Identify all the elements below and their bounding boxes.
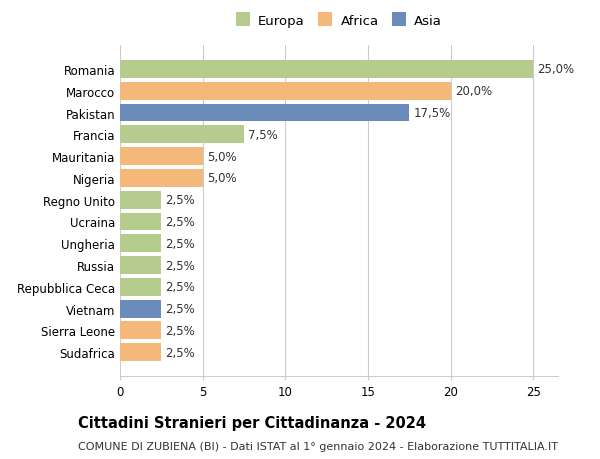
Text: 2,5%: 2,5%	[166, 346, 195, 359]
Bar	[120, 235, 161, 252]
Bar	[120, 191, 161, 209]
Bar	[120, 126, 244, 144]
Bar	[120, 278, 161, 296]
Text: 25,0%: 25,0%	[538, 63, 574, 76]
Text: 5,0%: 5,0%	[207, 172, 236, 185]
Text: 2,5%: 2,5%	[166, 324, 195, 337]
Bar	[120, 300, 161, 318]
Bar	[120, 61, 533, 79]
Text: 20,0%: 20,0%	[455, 85, 492, 98]
Bar	[120, 213, 161, 231]
Bar	[120, 257, 161, 274]
Bar	[120, 322, 161, 340]
Text: 2,5%: 2,5%	[166, 259, 195, 272]
Text: 2,5%: 2,5%	[166, 194, 195, 207]
Text: 2,5%: 2,5%	[166, 216, 195, 229]
Text: 17,5%: 17,5%	[413, 107, 451, 120]
Text: 2,5%: 2,5%	[166, 281, 195, 294]
Text: 7,5%: 7,5%	[248, 129, 278, 141]
Bar	[120, 148, 203, 166]
Bar	[120, 170, 203, 187]
Bar	[120, 343, 161, 361]
Text: Cittadini Stranieri per Cittadinanza - 2024: Cittadini Stranieri per Cittadinanza - 2…	[78, 415, 426, 431]
Text: COMUNE DI ZUBIENA (BI) - Dati ISTAT al 1° gennaio 2024 - Elaborazione TUTTITALIA: COMUNE DI ZUBIENA (BI) - Dati ISTAT al 1…	[78, 441, 558, 451]
Bar	[120, 83, 451, 101]
Text: 2,5%: 2,5%	[166, 237, 195, 250]
Bar	[120, 104, 409, 122]
Text: 5,0%: 5,0%	[207, 150, 236, 163]
Text: 2,5%: 2,5%	[166, 302, 195, 315]
Legend: Europa, Africa, Asia: Europa, Africa, Asia	[230, 10, 448, 34]
